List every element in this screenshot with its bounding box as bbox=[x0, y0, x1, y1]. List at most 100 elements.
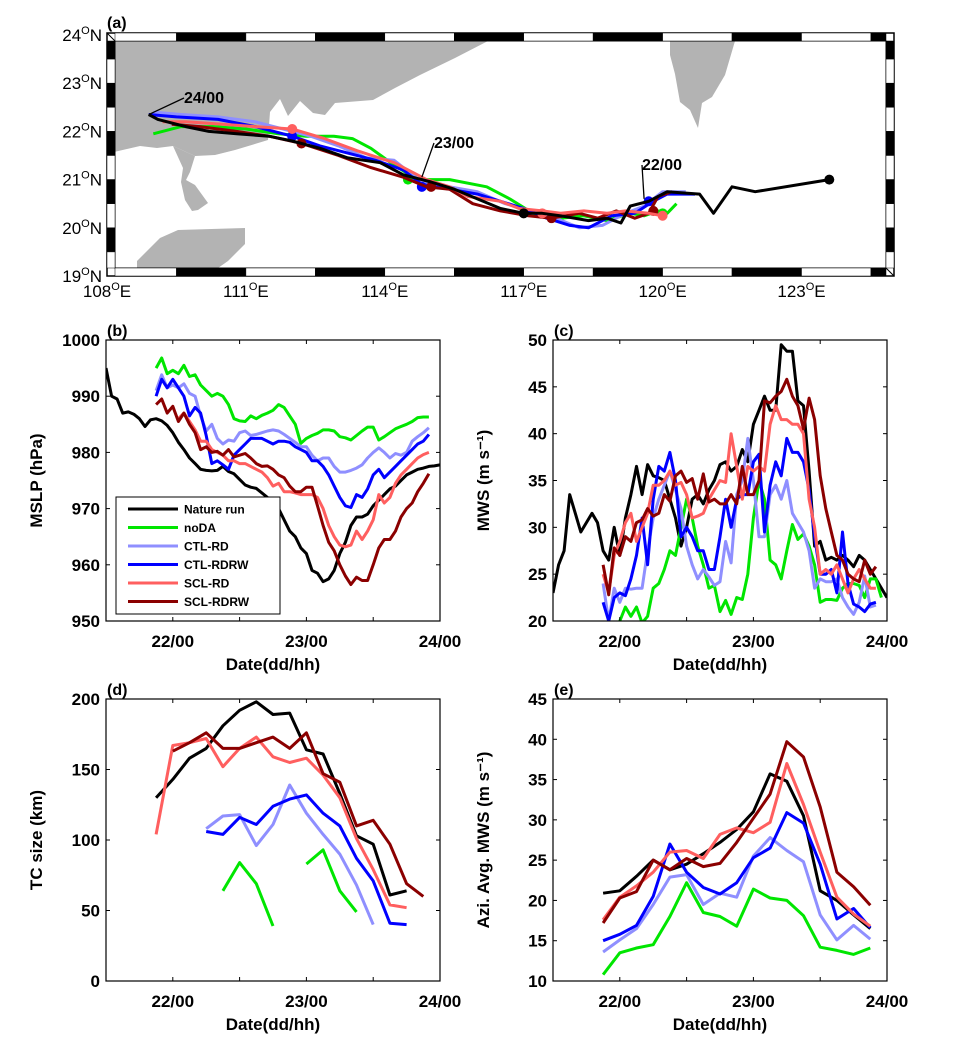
map-frame-segment bbox=[315, 32, 386, 42]
map-frame-segment bbox=[885, 227, 895, 253]
plot-axes-box bbox=[105, 339, 441, 622]
y-axis-title: MSLP (hPa) bbox=[27, 433, 46, 527]
map-frame-segment bbox=[885, 179, 895, 204]
series-line-ctl-rd bbox=[602, 836, 872, 954]
y-tick-label: 25 bbox=[528, 851, 547, 870]
map-frame-segment bbox=[114, 267, 177, 277]
y-tick-label: 990 bbox=[72, 387, 100, 406]
tick-hemisphere: E bbox=[397, 282, 408, 301]
y-tick-label: 35 bbox=[528, 472, 547, 491]
annotation-label: 22/00 bbox=[642, 157, 682, 174]
map-frame-segment bbox=[106, 131, 116, 156]
x-tick-label: 24/00 bbox=[419, 632, 462, 651]
track-lines bbox=[147, 110, 835, 230]
panel-label-b: (b) bbox=[107, 323, 127, 340]
map-frame-segment bbox=[176, 32, 247, 42]
tick-number: 19 bbox=[62, 267, 81, 286]
degree-symbol: O bbox=[81, 121, 90, 133]
y-tick-label: 19ON bbox=[62, 266, 102, 286]
map-frame-segment bbox=[885, 203, 895, 229]
tick-hemisphere: N bbox=[90, 219, 102, 238]
x-tick-label: 23/00 bbox=[285, 632, 328, 651]
series-line-scl-rd bbox=[154, 735, 407, 910]
map-frame-segment bbox=[106, 227, 116, 253]
map-frame-segment bbox=[801, 32, 872, 42]
y-tick-label: 100 bbox=[72, 831, 100, 850]
x-axis-title: Date(dd/hh) bbox=[226, 1015, 320, 1034]
map-frame-segment bbox=[885, 155, 895, 180]
degree-symbol: O bbox=[81, 266, 90, 278]
map-frame-segment bbox=[885, 131, 895, 156]
map-frame-segment bbox=[245, 267, 316, 277]
series-line-noda bbox=[221, 861, 275, 927]
degree-symbol: O bbox=[527, 281, 536, 293]
map-frame-segment bbox=[731, 267, 802, 277]
map-frame-segment bbox=[114, 32, 177, 42]
tick-hemisphere: E bbox=[536, 282, 547, 301]
series-group bbox=[553, 343, 887, 621]
series-line-nature-run bbox=[154, 700, 407, 897]
annotation-leader-line bbox=[641, 164, 645, 199]
tick-number: 22 bbox=[62, 122, 81, 141]
series-line-ctl-rdrw bbox=[205, 793, 407, 927]
plot-axes-box bbox=[552, 698, 888, 982]
degree-symbol: O bbox=[81, 25, 90, 37]
series-line-noda bbox=[601, 881, 871, 976]
map-frame-segment bbox=[106, 251, 116, 269]
tick-number: 117 bbox=[500, 282, 527, 301]
x-tick-label: 108OE bbox=[83, 281, 131, 301]
series-line-noda bbox=[618, 479, 883, 621]
degree-symbol: O bbox=[388, 281, 397, 293]
panel-b-mslp: 22/00 23/00 24/00 950 960 970 980 990 1000 Date(d… bbox=[27, 323, 461, 674]
series-line-scl-rdrw bbox=[172, 731, 425, 898]
x-tick-label: 22/00 bbox=[152, 632, 195, 651]
map-frame-segment bbox=[454, 267, 524, 277]
map-frame-segment bbox=[870, 267, 887, 277]
map-frame-segment bbox=[454, 32, 524, 42]
annotation-leader-line bbox=[421, 142, 435, 178]
map-frame-segment bbox=[885, 58, 895, 84]
degree-symbol: O bbox=[81, 218, 90, 230]
degree-symbol: O bbox=[81, 73, 90, 85]
y-tick-label: 200 bbox=[72, 690, 100, 709]
map-frame bbox=[106, 32, 895, 277]
map-frame-segment bbox=[106, 58, 116, 84]
legend-label-noda: noDA bbox=[184, 521, 216, 535]
x-axis-title: Date(dd/hh) bbox=[673, 1015, 767, 1034]
annotation-label: 23/00 bbox=[434, 135, 474, 152]
series-line-scl-rdrw bbox=[601, 740, 872, 924]
track-marker-scl-rd bbox=[287, 123, 298, 134]
map-frame-segment bbox=[106, 40, 116, 60]
series-group bbox=[601, 740, 872, 976]
map-frame-segment bbox=[592, 267, 663, 277]
y-tick-label: 22ON bbox=[62, 121, 102, 141]
annotation-leader-line bbox=[148, 97, 185, 116]
y-tick-label: 35 bbox=[528, 771, 547, 790]
y-tick-label: 950 bbox=[72, 612, 100, 631]
series-line-scl-rd bbox=[601, 762, 872, 928]
track-annotations: 24/00 23/00 22/00 bbox=[148, 90, 682, 199]
map-frame-segment bbox=[885, 107, 895, 132]
y-tick-label: 30 bbox=[528, 811, 547, 830]
panel-e-azi-avg-mws: 22/00 23/00 24/00 10 15 20 25 30 35 40 45 Date(dd/h… bbox=[474, 682, 908, 1034]
y-tick-label: 20 bbox=[528, 891, 547, 910]
land-hainan bbox=[137, 228, 245, 268]
track-marker-scl-rd bbox=[657, 210, 668, 221]
y-tick-label: 24ON bbox=[62, 25, 102, 45]
x-tick-label: 22/00 bbox=[152, 992, 195, 1011]
annotation-label: 24/00 bbox=[184, 90, 224, 107]
map-tick-labels: 108OE 111OE 114OE 117OE 120OE 123OE19ON20ON21… bbox=[62, 25, 825, 301]
y-axis-title: TC size (km) bbox=[27, 790, 46, 890]
tick-number: 114 bbox=[361, 282, 388, 301]
tick-number: 120 bbox=[638, 282, 666, 301]
land-masses bbox=[114, 41, 735, 268]
tick-hemisphere: N bbox=[90, 267, 102, 286]
y-tick-label: 20 bbox=[528, 612, 547, 631]
series-line-ctl-rd bbox=[154, 373, 430, 474]
map-frame-segment bbox=[662, 32, 733, 42]
legend-box bbox=[115, 496, 281, 615]
series-line-ctl-rd bbox=[205, 783, 375, 926]
map-frame-segment bbox=[731, 32, 802, 42]
tick-hemisphere: E bbox=[814, 282, 825, 301]
